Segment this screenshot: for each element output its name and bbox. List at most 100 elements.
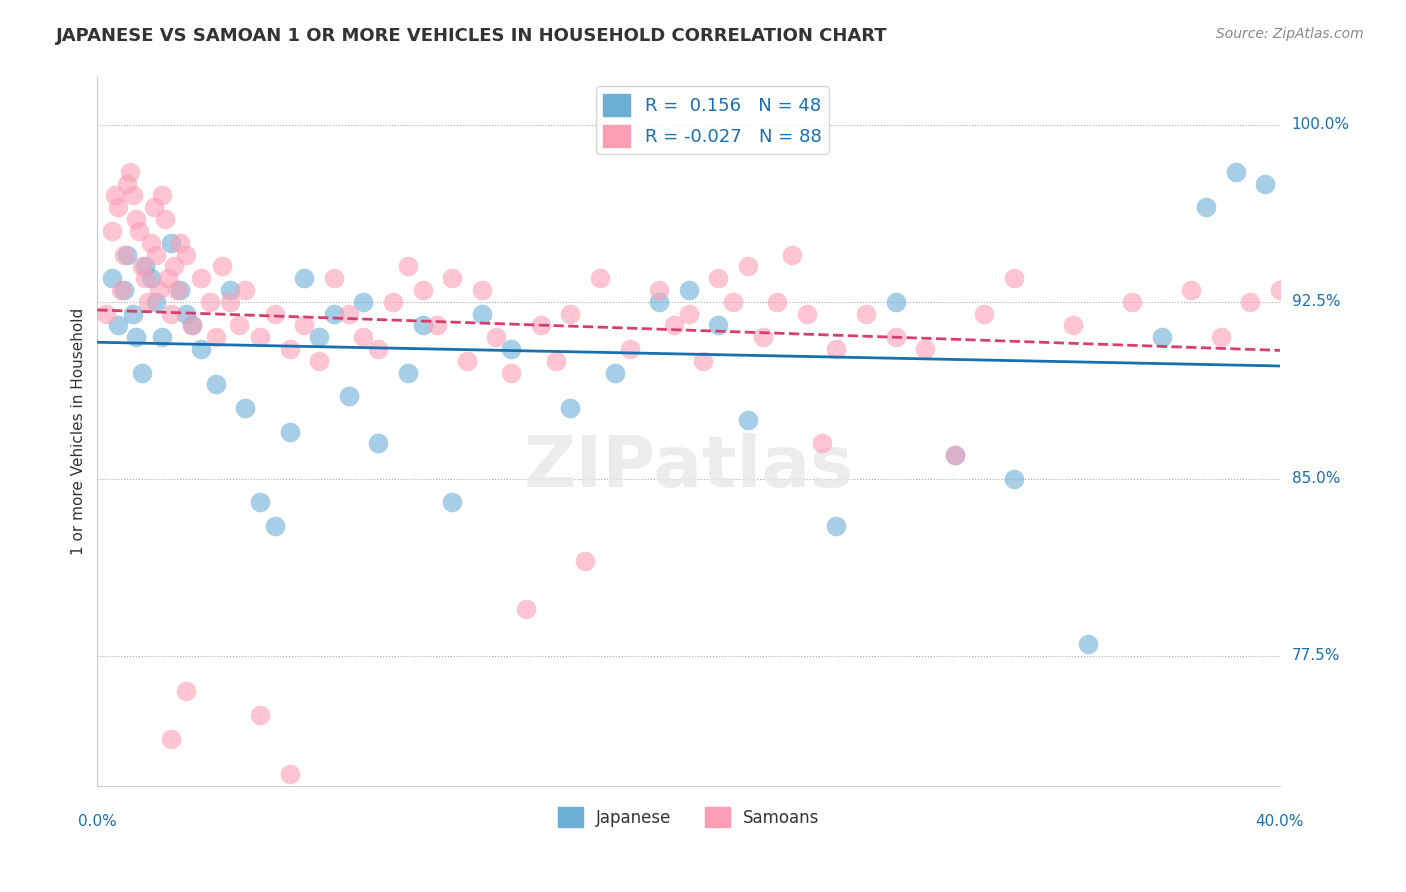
- Point: [382, 294, 405, 309]
- Point: [337, 389, 360, 403]
- Point: [160, 307, 183, 321]
- Y-axis label: 1 or more Vehicles in Household: 1 or more Vehicles in Household: [72, 308, 86, 555]
- Point: [396, 366, 419, 380]
- Point: [337, 307, 360, 321]
- Point: [737, 413, 759, 427]
- Point: [174, 684, 197, 698]
- Text: 100.0%: 100.0%: [1292, 117, 1350, 132]
- Point: [163, 260, 186, 274]
- Point: [131, 366, 153, 380]
- Point: [174, 307, 197, 321]
- Point: [560, 307, 582, 321]
- Point: [104, 188, 127, 202]
- Point: [233, 401, 256, 415]
- Point: [648, 283, 671, 297]
- Point: [150, 188, 173, 202]
- Point: [148, 283, 170, 297]
- Point: [190, 342, 212, 356]
- Point: [943, 448, 966, 462]
- Point: [1002, 472, 1025, 486]
- Point: [125, 212, 148, 227]
- Point: [751, 330, 773, 344]
- Point: [136, 294, 159, 309]
- Point: [142, 200, 165, 214]
- Point: [263, 519, 285, 533]
- Point: [278, 342, 301, 356]
- Point: [278, 767, 301, 781]
- Point: [249, 495, 271, 509]
- Point: [157, 271, 180, 285]
- Point: [367, 342, 389, 356]
- Point: [292, 271, 315, 285]
- Text: 40.0%: 40.0%: [1256, 814, 1305, 830]
- Point: [441, 271, 464, 285]
- Point: [766, 294, 789, 309]
- Point: [101, 224, 124, 238]
- Point: [181, 318, 204, 333]
- Point: [128, 224, 150, 238]
- Point: [198, 294, 221, 309]
- Point: [707, 271, 730, 285]
- Point: [233, 283, 256, 297]
- Point: [190, 271, 212, 285]
- Point: [825, 342, 848, 356]
- Point: [322, 307, 344, 321]
- Point: [619, 342, 641, 356]
- Point: [396, 260, 419, 274]
- Point: [707, 318, 730, 333]
- Point: [412, 318, 434, 333]
- Point: [150, 330, 173, 344]
- Point: [544, 353, 567, 368]
- Point: [107, 200, 129, 214]
- Point: [1254, 177, 1277, 191]
- Point: [471, 283, 494, 297]
- Point: [219, 283, 242, 297]
- Point: [249, 330, 271, 344]
- Point: [884, 330, 907, 344]
- Text: 0.0%: 0.0%: [77, 814, 117, 830]
- Point: [1180, 283, 1202, 297]
- Text: Source: ZipAtlas.com: Source: ZipAtlas.com: [1216, 27, 1364, 41]
- Point: [115, 177, 138, 191]
- Point: [825, 519, 848, 533]
- Point: [139, 271, 162, 285]
- Point: [678, 307, 700, 321]
- Point: [160, 235, 183, 250]
- Point: [1077, 637, 1099, 651]
- Point: [263, 307, 285, 321]
- Point: [603, 366, 626, 380]
- Point: [485, 330, 508, 344]
- Point: [145, 294, 167, 309]
- Point: [155, 212, 177, 227]
- Point: [115, 247, 138, 261]
- Point: [589, 271, 612, 285]
- Point: [456, 353, 478, 368]
- Text: JAPANESE VS SAMOAN 1 OR MORE VEHICLES IN HOUSEHOLD CORRELATION CHART: JAPANESE VS SAMOAN 1 OR MORE VEHICLES IN…: [56, 27, 887, 45]
- Point: [145, 247, 167, 261]
- Point: [322, 271, 344, 285]
- Point: [118, 165, 141, 179]
- Point: [737, 260, 759, 274]
- Point: [412, 283, 434, 297]
- Point: [1209, 330, 1232, 344]
- Point: [1225, 165, 1247, 179]
- Point: [131, 260, 153, 274]
- Point: [796, 307, 818, 321]
- Legend: Japanese, Samoans: Japanese, Samoans: [551, 800, 827, 834]
- Point: [96, 307, 118, 321]
- Point: [367, 436, 389, 450]
- Point: [501, 342, 523, 356]
- Point: [662, 318, 685, 333]
- Point: [134, 260, 156, 274]
- Point: [943, 448, 966, 462]
- Point: [160, 731, 183, 746]
- Point: [292, 318, 315, 333]
- Point: [308, 330, 330, 344]
- Point: [692, 353, 714, 368]
- Point: [1121, 294, 1143, 309]
- Point: [1150, 330, 1173, 344]
- Text: 85.0%: 85.0%: [1292, 471, 1340, 486]
- Point: [278, 425, 301, 439]
- Point: [134, 271, 156, 285]
- Point: [204, 377, 226, 392]
